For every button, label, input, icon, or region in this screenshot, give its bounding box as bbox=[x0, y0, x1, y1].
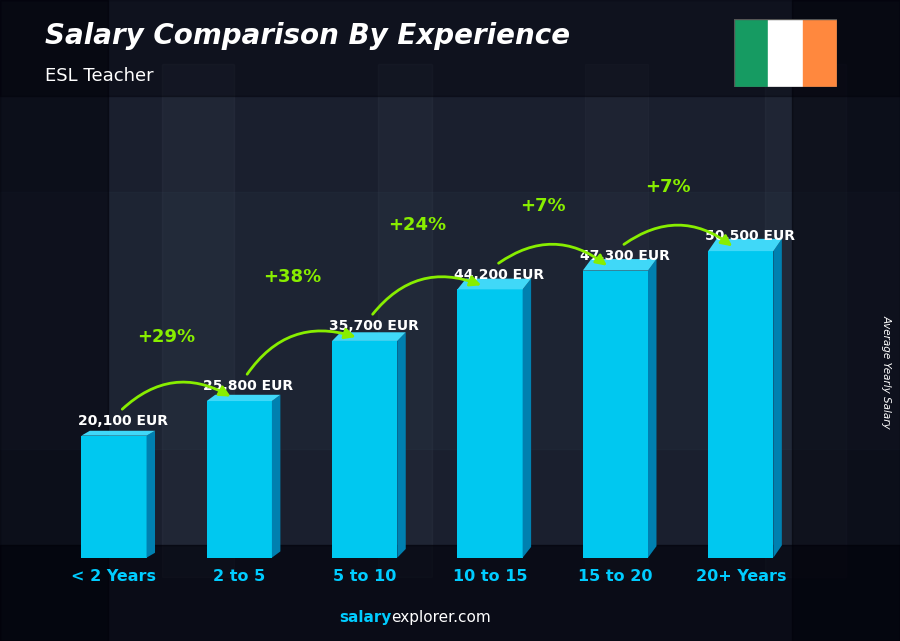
Text: explorer.com: explorer.com bbox=[392, 610, 491, 625]
Text: 50,500 EUR: 50,500 EUR bbox=[705, 229, 795, 244]
Bar bbox=[378, 64, 432, 577]
Polygon shape bbox=[457, 279, 531, 289]
Text: 44,200 EUR: 44,200 EUR bbox=[454, 268, 544, 281]
Bar bbox=[583, 271, 648, 558]
Polygon shape bbox=[272, 395, 281, 558]
Polygon shape bbox=[207, 395, 281, 401]
Polygon shape bbox=[81, 431, 155, 436]
Bar bbox=[0, 0, 108, 641]
Polygon shape bbox=[332, 332, 406, 341]
Bar bbox=[734, 19, 768, 87]
Text: ESL Teacher: ESL Teacher bbox=[45, 67, 154, 85]
Text: Average Yearly Salary: Average Yearly Salary bbox=[881, 315, 892, 429]
Polygon shape bbox=[648, 259, 656, 558]
Polygon shape bbox=[397, 332, 406, 558]
Bar bbox=[332, 341, 397, 558]
Text: salary: salary bbox=[339, 610, 392, 625]
Text: 47,300 EUR: 47,300 EUR bbox=[580, 249, 670, 263]
Bar bbox=[0, 545, 900, 641]
Bar bbox=[81, 436, 147, 558]
Polygon shape bbox=[147, 431, 155, 558]
Polygon shape bbox=[708, 239, 782, 251]
Bar bbox=[708, 251, 773, 558]
Bar bbox=[162, 64, 234, 577]
Text: 20,100 EUR: 20,100 EUR bbox=[78, 414, 168, 428]
Text: +7%: +7% bbox=[520, 197, 565, 215]
Text: +7%: +7% bbox=[645, 178, 691, 196]
Bar bbox=[207, 401, 272, 558]
Bar bbox=[585, 64, 648, 577]
Text: +24%: +24% bbox=[388, 216, 446, 234]
Text: +38%: +38% bbox=[263, 268, 321, 286]
Bar bbox=[803, 19, 837, 87]
Bar bbox=[768, 19, 803, 87]
Bar bbox=[792, 0, 900, 641]
Text: +29%: +29% bbox=[138, 328, 195, 346]
Bar bbox=[0, 0, 900, 96]
Bar bbox=[0, 192, 900, 449]
Polygon shape bbox=[583, 259, 656, 271]
Polygon shape bbox=[523, 279, 531, 558]
Text: 25,800 EUR: 25,800 EUR bbox=[203, 379, 293, 394]
Bar bbox=[765, 64, 846, 577]
Bar bbox=[457, 289, 523, 558]
Text: Salary Comparison By Experience: Salary Comparison By Experience bbox=[45, 22, 570, 51]
Polygon shape bbox=[773, 239, 782, 558]
Text: 35,700 EUR: 35,700 EUR bbox=[328, 319, 418, 333]
